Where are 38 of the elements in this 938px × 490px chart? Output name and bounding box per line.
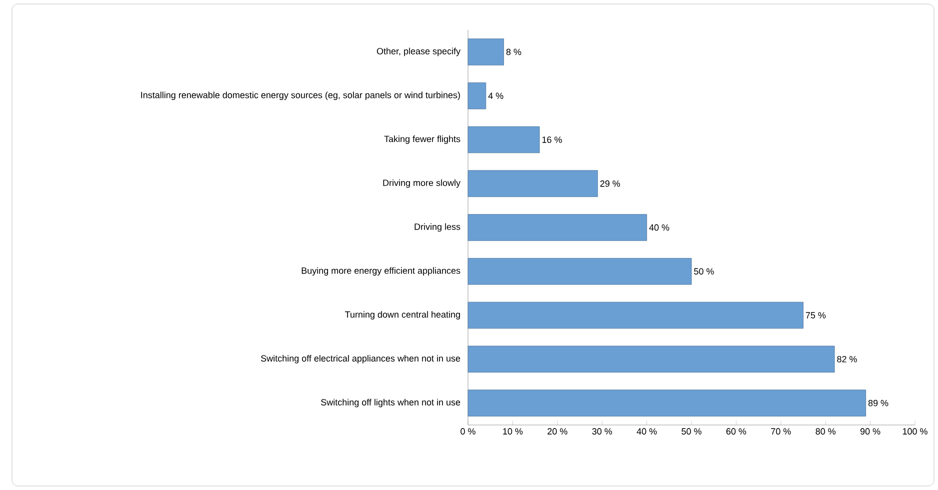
y-tick-label: Taking fewer flights <box>384 136 460 144</box>
x-tick-label: 60 % <box>726 428 746 435</box>
data-label: 4 % <box>488 92 504 99</box>
bar <box>468 258 692 285</box>
x-tick-label: 90 % <box>860 428 880 435</box>
y-tick-label: Driving less <box>414 223 460 232</box>
y-tick-label: Switching off lights when not in use <box>321 398 460 408</box>
bar <box>468 214 647 241</box>
data-label: 29 % <box>600 180 620 187</box>
x-tick-label: 70 % <box>771 428 791 435</box>
x-tick-label: 30 % <box>592 428 612 435</box>
data-label: 82 % <box>837 356 857 362</box>
x-tick-label: 0 % <box>460 428 476 435</box>
y-tick-label: Switching off electrical appliances when not in use <box>260 354 460 364</box>
bar <box>468 126 540 154</box>
data-label: 40 % <box>649 224 670 231</box>
x-tick-label: 80 % <box>816 428 836 435</box>
x-tick-label: 10 % <box>503 428 523 435</box>
bar <box>468 346 835 373</box>
bar <box>468 302 804 329</box>
y-tick-label: Turning down central heating <box>345 311 460 320</box>
bar <box>468 38 504 66</box>
bar <box>468 170 598 197</box>
x-tick-label: 100 % <box>902 428 928 435</box>
x-tick-label: 50 % <box>682 428 702 435</box>
x-tick-label: 20 % <box>548 428 568 435</box>
data-label: 8 % <box>506 48 522 56</box>
data-label: 89 % <box>868 400 888 406</box>
y-tick-label: Other, please specify <box>376 48 461 56</box>
y-tick-label: Buying more energy efficient appliances <box>302 267 460 276</box>
data-label: 75 % <box>806 312 826 318</box>
bar <box>468 390 866 416</box>
y-tick-label: Installing renewable domestic energy sources (eg, solar panels or wind turbines) <box>141 92 460 100</box>
data-label: 50 % <box>694 268 714 275</box>
y-tick-label: Driving more slowly <box>383 179 460 188</box>
bar <box>468 82 486 110</box>
x-tick-label: 40 % <box>636 428 657 435</box>
data-label: 16 % <box>542 136 562 143</box>
